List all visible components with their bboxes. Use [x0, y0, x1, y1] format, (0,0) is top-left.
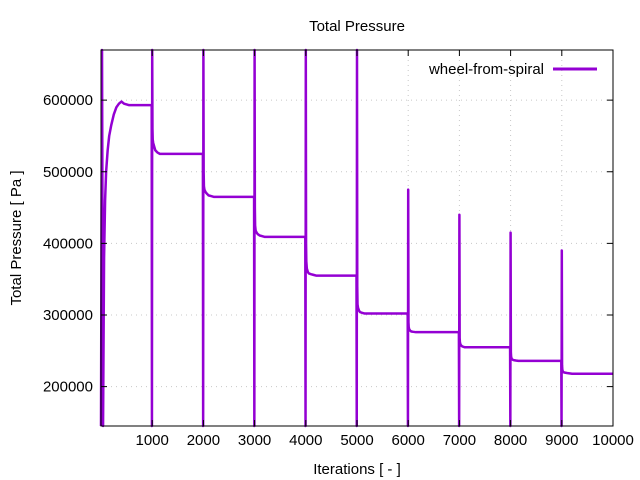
x-tick-label: 5000: [340, 432, 373, 449]
y-tick-label: 400000: [43, 235, 93, 252]
x-tick-label: 7000: [443, 432, 476, 449]
y-tick-label: 500000: [43, 164, 93, 181]
legend: wheel-from-spiral: [428, 61, 597, 78]
x-tick-label: 4000: [289, 432, 322, 449]
chart-title: Total Pressure: [309, 18, 405, 35]
x-tick-label: 8000: [494, 432, 527, 449]
legend-label: wheel-from-spiral: [428, 61, 544, 78]
ticks: 1000 2000 3000 4000 5000 6000 7000 8000 9000 1000…: [43, 50, 634, 449]
x-tick-label: 2000: [187, 432, 220, 449]
y-tick-label: 200000: [43, 379, 93, 396]
y-axis-label: Total Pressure [ Pa ]: [8, 170, 25, 305]
x-tick-label: 6000: [392, 432, 425, 449]
x-tick-label: 3000: [238, 432, 271, 449]
x-tick-label: 10000: [592, 432, 634, 449]
x-axis-label: Iterations [ - ]: [313, 461, 401, 478]
y-tick-label: 300000: [43, 307, 93, 324]
y-tick-label: 600000: [43, 92, 93, 109]
series-line: [99, 48, 613, 428]
x-tick-label: 1000: [136, 432, 169, 449]
x-tick-label: 9000: [545, 432, 578, 449]
series-layer: [99, 48, 613, 428]
